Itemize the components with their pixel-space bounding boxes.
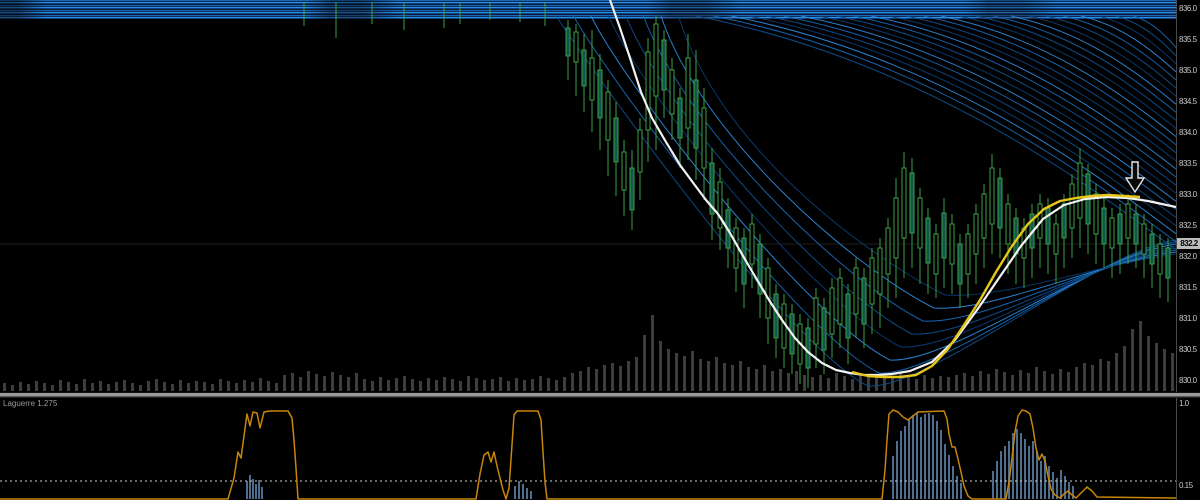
ma-fan-lines bbox=[555, 15, 1176, 387]
price-axis-label: 830.0 bbox=[1179, 376, 1197, 385]
indicator-label: Laguerre 1.275 bbox=[3, 399, 58, 408]
price-axis-label: 831.0 bbox=[1179, 314, 1197, 323]
price-axis-label: 831.5 bbox=[1179, 283, 1197, 292]
price-axis-label: 830.5 bbox=[1179, 345, 1197, 354]
price-axis-label: 834.0 bbox=[1179, 128, 1197, 137]
laguerre-panel bbox=[0, 409, 1176, 500]
price-axis-label: 836.0 bbox=[1179, 4, 1197, 13]
price-axis-label: 835.0 bbox=[1179, 66, 1197, 75]
sell-arrow-icon bbox=[1124, 161, 1146, 194]
indicator-axis-label: 0.15 bbox=[1179, 481, 1193, 490]
price-axis-label: 834.5 bbox=[1179, 97, 1197, 106]
price-axis-label: 833.0 bbox=[1179, 190, 1197, 199]
price-axis-label: 832.5 bbox=[1179, 221, 1197, 230]
ma-ribbon-band bbox=[0, 0, 1176, 19]
candlesticks bbox=[303, 2, 1171, 388]
current-price-badge: 832.2 bbox=[1177, 238, 1200, 249]
white-ma-line bbox=[608, 0, 1176, 377]
volume-histogram bbox=[3, 315, 1174, 391]
indicator-axis-label: 1.0 bbox=[1179, 399, 1189, 408]
gold-ma-line bbox=[851, 193, 1141, 379]
price-axis[interactable]: 832.2 836.0 835.5 835.0 834.5 834.0 833.5 833.… bbox=[1176, 0, 1200, 392]
price-axis-label: 833.5 bbox=[1179, 159, 1197, 168]
panel-separator[interactable] bbox=[0, 392, 1200, 398]
indicator-axis[interactable]: 1.0 0.15 bbox=[1176, 398, 1200, 500]
price-axis-label: 835.5 bbox=[1179, 35, 1197, 44]
price-axis-label: 832.0 bbox=[1179, 252, 1197, 261]
